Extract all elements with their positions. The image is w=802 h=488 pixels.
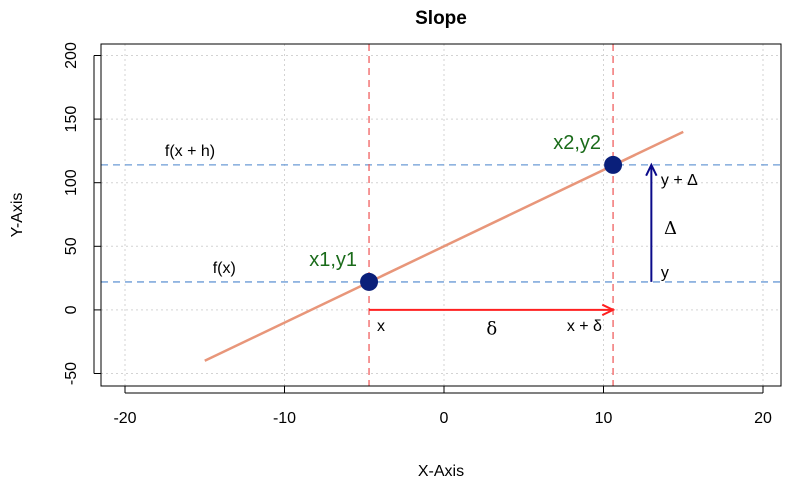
annotations: f(x) f(x + h) δ Δx1,y1 x2,y2 x x + δ y y + Δ <box>165 132 698 340</box>
x-tick-label: 10 <box>595 410 613 427</box>
y-tick-label: 200 <box>63 42 80 69</box>
y-tick-label: 50 <box>63 237 80 255</box>
x-tick-label: -10 <box>273 410 296 427</box>
y-axis-label: Y-Axis <box>9 193 26 238</box>
slope-line <box>204 130 684 362</box>
data-point <box>604 155 623 174</box>
annotation-label: y + Δ <box>661 172 698 189</box>
x-tick-label: 0 <box>440 410 449 427</box>
y-tick-label: 100 <box>63 169 80 196</box>
annotation-label: x <box>377 318 385 335</box>
point-label: x2,y2 <box>553 132 601 154</box>
annotation-label: x + δ <box>567 318 602 335</box>
arrow-head <box>645 162 658 177</box>
arrow-label: δ <box>486 319 497 340</box>
arrows <box>369 162 658 317</box>
y-tick-label: -50 <box>63 362 80 385</box>
reference-lines <box>101 44 781 386</box>
series <box>204 130 684 362</box>
y-tick-label: 150 <box>63 106 80 133</box>
point-label: x1,y1 <box>309 249 357 271</box>
axis-ticks: -20 -10 0 10 20 -50 0 50 100 150 200 <box>63 42 772 427</box>
data-point <box>360 272 379 291</box>
x-tick-label: -20 <box>113 410 136 427</box>
h-reference-label: f(x + h) <box>165 143 215 160</box>
plot-frame <box>100 43 782 387</box>
h-reference-label: f(x) <box>213 260 236 277</box>
grid <box>101 44 781 386</box>
chart-title: Slope <box>415 8 467 29</box>
x-axis-label: X-Axis <box>418 463 464 480</box>
x-tick-label: 20 <box>754 410 772 427</box>
y-tick-label: 0 <box>63 305 80 314</box>
points <box>360 155 623 291</box>
arrow-head <box>601 303 616 317</box>
arrow-label: Δ <box>664 218 677 239</box>
annotation-label: y <box>661 265 669 282</box>
